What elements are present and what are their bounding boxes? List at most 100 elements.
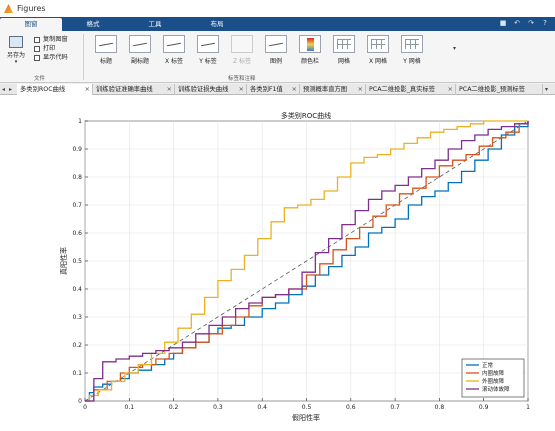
- x-axis-label: 假阳性率: [292, 413, 320, 422]
- y-tick-label: 0.8: [72, 174, 82, 181]
- grid-icon: [333, 35, 355, 53]
- zlabel-button[interactable]: Z 标签: [226, 35, 258, 65]
- x-tick-label: 0: [83, 404, 87, 411]
- tab-list-icon[interactable]: ▾: [545, 86, 549, 93]
- ribbon-tab-bar: 图窗 格式 工具 布局 ■ ↶ ↷ ?: [0, 17, 555, 31]
- print-icon: [34, 45, 40, 52]
- zlabel-icon: [231, 35, 253, 53]
- quick-access-toolbar: ■ ↶ ↷ ?: [499, 19, 549, 27]
- roc-series-line-2: [85, 120, 528, 402]
- close-icon[interactable]: ×: [447, 85, 453, 93]
- checkbox-icon: [34, 54, 40, 61]
- document-tab-bar: ◂ ▸ 多类别ROC曲线 × 训练验证准确率曲线 × 训练验证损失曲线 × 各类别F1…: [0, 84, 555, 95]
- copy-icon: [34, 36, 40, 43]
- ticks: 0 0.1 0.2 0.3 0.4 0.5 0.6 0.7 0.8 0.9 1 0 0.1 0.2 0.3 0…: [72, 118, 530, 411]
- print-button[interactable]: 打印: [34, 44, 68, 53]
- x-tick-label: 0.2: [169, 404, 179, 411]
- subtitle-icon: [129, 35, 151, 53]
- doc-tab-loss[interactable]: 训练验证损失曲线 ×: [175, 84, 247, 95]
- save-as-button[interactable]: 另存为 ▾: [5, 36, 27, 65]
- xlabel-button[interactable]: X 标签: [158, 35, 190, 65]
- legend-button-label: 图例: [269, 58, 282, 65]
- section-divider: [83, 34, 84, 80]
- print-label: 打印: [43, 45, 56, 52]
- subtitle-button[interactable]: 副标题: [124, 35, 156, 65]
- doc-tab-accuracy-label: 训练验证准确率曲线: [96, 86, 153, 93]
- doc-tab-f1[interactable]: 各类别F1值 ×: [247, 84, 300, 95]
- ribbon-tab-format[interactable]: 格式: [86, 20, 100, 28]
- xgrid-button[interactable]: X 网格: [362, 35, 394, 65]
- x-tick-label: 0.5: [302, 404, 312, 411]
- legend-entry-label: 滚动体故障: [482, 385, 510, 393]
- help-icon[interactable]: ?: [543, 19, 547, 27]
- grid-button[interactable]: 网格: [328, 35, 360, 65]
- doc-tab-pca-pred-label: PCA二维投影_预测标签: [459, 86, 526, 93]
- ribbon-tab-figure[interactable]: 图窗: [0, 18, 62, 31]
- title-button[interactable]: 标题: [90, 35, 122, 65]
- chart-title: 多类别ROC曲线: [281, 111, 331, 120]
- title-icon: [95, 35, 117, 53]
- doc-tab-histogram-label: 预测概率直方图: [303, 86, 348, 93]
- y-axis-label: 真阳性率: [59, 247, 68, 275]
- colorbar-button-label: 颜色栏: [300, 58, 319, 65]
- doc-tab-pca-pred[interactable]: PCA二维投影_预测标签: [456, 84, 543, 95]
- ribbon-tab-layout[interactable]: 布局: [210, 20, 224, 28]
- close-icon[interactable]: ×: [84, 85, 90, 93]
- save-as-label: 另存为: [6, 52, 25, 59]
- legend-icon: [265, 35, 287, 53]
- copy-figure-button[interactable]: 复制图窗: [34, 35, 68, 44]
- grid-button-label: 网格: [337, 58, 350, 65]
- xgrid-button-label: X 网格: [368, 58, 388, 65]
- close-icon[interactable]: ×: [166, 85, 172, 93]
- doc-tab-histogram[interactable]: 预测概率直方图 ×: [300, 84, 366, 95]
- colorbar-button[interactable]: 颜色栏: [294, 35, 326, 65]
- close-icon[interactable]: ×: [238, 85, 244, 93]
- ygrid-icon: [401, 35, 423, 53]
- title-bar: Figures: [0, 0, 555, 17]
- matlab-logo-icon: [4, 4, 13, 13]
- redo-icon[interactable]: ↷: [528, 19, 534, 27]
- subtitle-button-label: 副标题: [130, 58, 149, 65]
- ribbon-more-icon[interactable]: ▾: [453, 45, 457, 52]
- zlabel-button-label: Z 标签: [232, 58, 252, 65]
- undo-icon[interactable]: ↶: [514, 19, 520, 27]
- show-code-label: 显示代码: [43, 54, 68, 61]
- chevron-down-icon: ▾: [14, 59, 18, 65]
- tab-scroll-left-icon[interactable]: ◂: [2, 86, 6, 93]
- doc-tab-pca-true[interactable]: PCA二维投影_真实标签 ×: [366, 84, 456, 95]
- random-guess-diagonal: [84, 120, 529, 402]
- x-tick-label: 0.6: [346, 404, 356, 411]
- ribbon-tab-tools[interactable]: 工具: [148, 20, 162, 28]
- annotation-section-label: 标签和注释: [228, 76, 256, 82]
- x-tick-label: 0.4: [257, 404, 267, 411]
- xlabel-button-label: X 标签: [164, 58, 184, 65]
- xgrid-icon: [367, 35, 389, 53]
- y-tick-label: 0.3: [72, 314, 82, 321]
- y-tick-label: 0: [78, 398, 82, 405]
- doc-tab-accuracy[interactable]: 训练验证准确率曲线 ×: [93, 84, 175, 95]
- show-code-checkbox[interactable]: 显示代码: [34, 53, 68, 62]
- close-icon[interactable]: ×: [357, 85, 363, 93]
- close-icon[interactable]: ×: [291, 85, 297, 93]
- ygrid-button[interactable]: Y 网格: [396, 35, 428, 65]
- x-tick-label: 0.8: [435, 404, 445, 411]
- ylabel-button[interactable]: Y 标签: [192, 35, 224, 65]
- legend-entry-label: 正常: [482, 361, 494, 369]
- y-tick-label: 0.5: [72, 258, 82, 265]
- x-tick-label: 0.1: [125, 404, 135, 411]
- legend-button[interactable]: 图例: [260, 35, 292, 65]
- tab-scroll-right-icon[interactable]: ▸: [9, 86, 13, 93]
- doc-tab-roc[interactable]: 多类别ROC曲线 ×: [17, 84, 93, 95]
- x-tick-label: 0.9: [479, 404, 489, 411]
- ylabel-icon: [197, 35, 219, 53]
- file-section: 另存为 ▾ 复制图窗 打印 显示代码 文件: [0, 31, 82, 83]
- figure-canvas: 0 0.1 0.2 0.3 0.4 0.5 0.6 0.7 0.8 0.9 1 0 0.1 0.2 0.3 0…: [0, 95, 555, 431]
- y-tick-label: 0.2: [72, 342, 82, 349]
- y-tick-label: 0.9: [72, 146, 82, 153]
- save-icon[interactable]: ■: [499, 19, 507, 27]
- doc-tab-loss-label: 训练验证损失曲线: [178, 86, 229, 93]
- file-section-label: 文件: [34, 76, 46, 82]
- y-tick-label: 0.6: [72, 230, 82, 237]
